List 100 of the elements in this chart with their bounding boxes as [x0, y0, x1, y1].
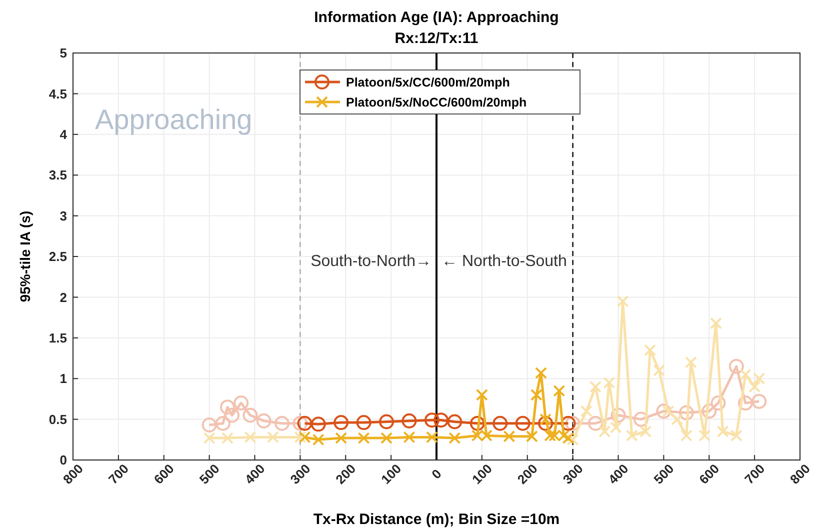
y-tick-label: 4.5 — [48, 86, 67, 102]
point — [702, 404, 717, 419]
point — [298, 431, 311, 444]
point — [402, 413, 417, 428]
x-tick-label: 300 — [287, 461, 314, 488]
chart-title: Information Age (IA): Approaching — [314, 9, 559, 26]
x-tick-label: 500 — [196, 461, 222, 488]
point — [234, 396, 249, 411]
x-tick-label: 100 — [378, 461, 404, 488]
x-tick-label: 200 — [514, 461, 540, 488]
y-tick-label: 4 — [60, 126, 68, 142]
x-tick-label: 600 — [696, 461, 722, 488]
point — [753, 372, 766, 385]
x-tick-label: 100 — [468, 461, 495, 488]
y-tick-label: 2 — [60, 290, 67, 305]
x-tick-label: 700 — [105, 461, 132, 488]
point — [540, 413, 552, 426]
y-tick-label: 1 — [60, 371, 67, 386]
x-tick-label: 300 — [560, 461, 586, 488]
y-axis-title: 95%-tile IA (s) — [17, 210, 33, 302]
point — [470, 416, 485, 431]
point — [274, 416, 290, 431]
point — [590, 380, 602, 393]
point — [626, 430, 638, 442]
point — [562, 432, 574, 444]
y-tick-label: 3.5 — [48, 168, 67, 183]
point — [202, 418, 217, 432]
annotation: South-to-North→ — [310, 253, 432, 270]
point — [671, 413, 684, 426]
point — [680, 430, 692, 442]
point — [752, 394, 767, 409]
point — [565, 416, 580, 431]
point — [403, 431, 416, 444]
point — [566, 434, 579, 446]
point — [538, 416, 554, 431]
y-tick-label: 2.5 — [48, 249, 67, 264]
point — [610, 421, 622, 434]
x-tick-label: 600 — [150, 461, 177, 488]
x-axis-title: Tx-Rx Distance (m); Bin Size =10m — [313, 511, 560, 528]
point — [560, 416, 576, 431]
point — [603, 376, 616, 389]
point — [221, 432, 234, 444]
point — [503, 430, 516, 442]
point — [662, 405, 674, 418]
point — [716, 426, 729, 438]
point — [448, 432, 461, 444]
point — [244, 431, 256, 444]
point — [588, 416, 604, 431]
y-tick-label: 5 — [60, 46, 67, 61]
point — [653, 364, 666, 376]
point — [526, 430, 538, 442]
point — [730, 430, 742, 442]
x-tick-label: 200 — [332, 461, 359, 488]
y-tick-label: 1.5 — [48, 330, 67, 346]
point — [434, 412, 449, 428]
point — [203, 432, 216, 444]
point — [380, 432, 393, 444]
point — [728, 358, 744, 374]
point — [698, 430, 711, 442]
point — [426, 431, 438, 444]
point — [447, 414, 462, 430]
y-tick-label: 0.5 — [48, 412, 67, 427]
point — [379, 414, 394, 430]
point — [535, 366, 548, 379]
point — [710, 396, 726, 411]
point — [215, 416, 230, 431]
point — [334, 415, 349, 430]
point — [220, 400, 235, 415]
point — [294, 431, 306, 444]
point — [580, 405, 592, 418]
point — [424, 412, 440, 428]
point — [292, 416, 308, 431]
legend-label: Platoon/5x/CC/600m/20mph — [346, 75, 510, 90]
x-tick-label: 400 — [605, 461, 632, 488]
point — [335, 432, 348, 444]
point — [710, 317, 722, 330]
point — [678, 405, 694, 420]
point — [598, 426, 611, 438]
point — [310, 416, 326, 432]
point — [266, 431, 279, 444]
point — [738, 396, 753, 411]
legend-label: Platoon/5x/NoCC/600m/20mph — [346, 95, 527, 110]
point — [616, 295, 629, 308]
y-tick-label: 3 — [60, 208, 67, 224]
x-tick-label: 800 — [787, 461, 814, 488]
point — [492, 416, 508, 431]
point — [640, 426, 652, 438]
x-tick-label: 500 — [650, 461, 677, 488]
point — [242, 408, 258, 423]
point — [476, 388, 488, 401]
point — [644, 344, 656, 356]
annotation: ← North-to-South — [442, 253, 567, 270]
point — [530, 388, 542, 401]
point — [739, 368, 752, 381]
point — [358, 432, 370, 444]
point — [356, 415, 372, 430]
point — [312, 434, 324, 446]
point — [515, 416, 530, 431]
x-tick-label: 0 — [428, 466, 444, 482]
point — [610, 408, 626, 423]
